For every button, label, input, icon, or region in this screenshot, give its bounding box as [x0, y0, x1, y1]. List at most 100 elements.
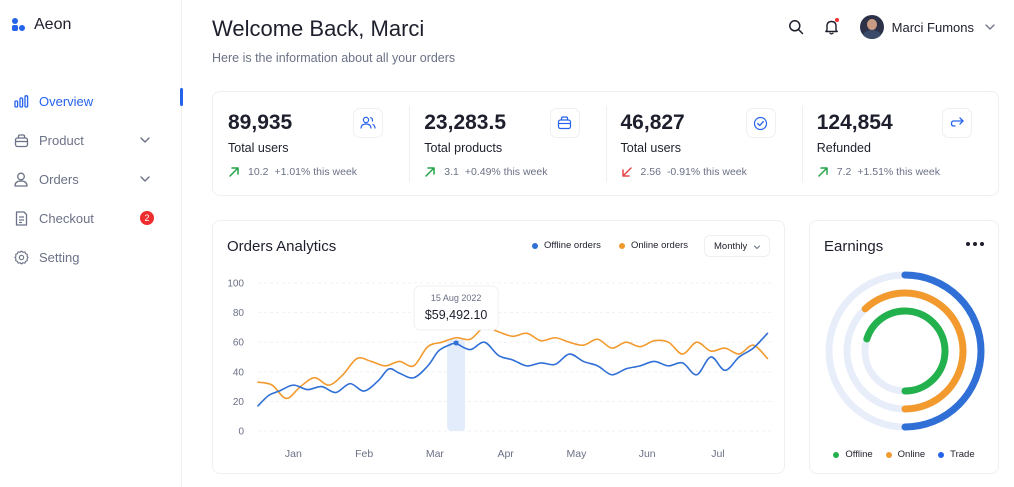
stat-total-users-2: 46,827 Total users 2.56 -0.91% this week [605, 92, 802, 195]
stat-refunded: 124,854 Refunded 7.2 +1.51% this week [801, 92, 998, 195]
earnings-title: Earnings [824, 238, 884, 255]
sidebar-item-label: Checkout [39, 211, 94, 226]
stat-total-users: 89,935 Total users 10.2 +1.01% this week [213, 92, 409, 195]
sidebar-item-label: Product [39, 133, 84, 148]
y-tick-label: 0 [238, 427, 244, 438]
legend-label: Online orders [631, 240, 689, 251]
trend-number: 2.56 [640, 166, 661, 178]
stat-value: 89,935 [228, 111, 293, 134]
stat-label: Total products [424, 141, 503, 155]
online-orders-line [257, 326, 769, 400]
receipt-icon [13, 211, 29, 227]
header-actions: Marci Fumons [782, 13, 996, 41]
chevron-down-icon [140, 137, 150, 143]
legend-dot [885, 451, 892, 458]
sidebar-item-label: Overview [39, 94, 94, 109]
legend-online: Online [885, 449, 926, 460]
x-tick-label: Apr [497, 448, 514, 460]
more-options-icon[interactable] [966, 237, 984, 251]
analytics-title: Orders Analytics [227, 238, 337, 255]
stat-trend: 2.56 -0.91% this week [621, 166, 802, 178]
trend-number: 7.2 [836, 166, 852, 178]
legend-label: Trade [950, 449, 975, 460]
offline-orders-line [257, 332, 769, 407]
ring-offline [861, 307, 949, 395]
search-button[interactable] [782, 13, 810, 41]
legend-online: Online orders [619, 240, 688, 251]
trend-number: 10.2 [248, 166, 269, 178]
legend-label: Offline orders [544, 240, 601, 251]
legend-dot [938, 451, 945, 458]
stat-value: 23,283.5 [424, 111, 506, 134]
y-tick-label: 60 [233, 338, 245, 349]
arrow-up-right-icon [229, 167, 239, 177]
x-tick-label: Jul [711, 448, 724, 460]
chevron-down-icon [140, 176, 150, 182]
chevron-down-icon[interactable] [984, 21, 996, 33]
stat-value: 124,854 [816, 111, 893, 134]
hover-point [453, 340, 459, 346]
stat-trend: 7.2 +1.51% this week [817, 166, 998, 178]
sidebar-item-label: Setting [39, 250, 80, 265]
legend-dot [619, 242, 625, 249]
legend-dot [532, 242, 538, 249]
x-tick-label: May [566, 448, 587, 460]
sidebar-nav: Overview Product Orders Checkout 2 [0, 82, 183, 277]
legend-label: Offline [845, 449, 873, 460]
ring-trade [825, 271, 985, 431]
user-name[interactable]: Marci Fumons [891, 19, 974, 35]
period-select[interactable]: Monthly [704, 235, 770, 257]
search-icon [788, 20, 803, 35]
sidebar-item-setting[interactable]: Setting [0, 238, 182, 277]
hover-band [447, 339, 466, 431]
stat-trend: 10.2 +1.01% this week [228, 166, 409, 178]
legend-label: Online [897, 449, 926, 460]
x-tick-label: Jun [639, 448, 656, 460]
avatar[interactable] [859, 15, 884, 39]
sidebar: Aeon Overview Product Orders [0, 0, 183, 487]
trend-text: +1.01% this week [274, 166, 358, 178]
users-icon [353, 108, 384, 138]
stat-label: Refunded [816, 141, 871, 155]
earnings-legend: Offline Online Trade [810, 449, 998, 460]
sidebar-item-product[interactable]: Product [0, 121, 182, 160]
tooltip-date: 15 Aug 2022 [431, 293, 482, 303]
y-tick-label: 40 [233, 367, 245, 378]
trend-text: +0.49% this week [464, 166, 548, 178]
checkout-count-badge: 2 [140, 211, 154, 225]
gear-icon [13, 250, 29, 266]
bell-icon [825, 20, 839, 35]
notifications-button[interactable] [818, 13, 846, 41]
legend-trade: Trade [938, 449, 975, 460]
ring-online [843, 289, 967, 413]
arrow-down-left-icon [621, 167, 632, 177]
period-value: Monthly [714, 240, 748, 252]
tooltip-value: $59,492.10 [425, 308, 488, 322]
trend-text: -0.91% this week [666, 166, 747, 178]
chart-bars-icon [13, 94, 29, 110]
legend-dot [833, 451, 840, 458]
sidebar-item-overview[interactable]: Overview [0, 82, 183, 121]
x-tick-label: Feb [355, 448, 373, 460]
box-icon [13, 133, 29, 149]
trend-number: 3.1 [444, 166, 459, 178]
stat-value: 46,827 [620, 111, 685, 134]
legend-offline: Offline [833, 449, 873, 460]
x-tick-label: Jan [285, 448, 302, 460]
brand[interactable]: Aeon [12, 16, 71, 34]
logo-icon [12, 18, 26, 32]
stat-total-products: 23,283.5 Total products 3.1 +0.49% this … [409, 92, 605, 195]
arrow-up-right-icon [425, 167, 435, 177]
legend-offline: Offline orders [532, 240, 601, 251]
y-tick-label: 80 [233, 308, 245, 319]
user-icon [13, 172, 29, 188]
tooltip-box [413, 285, 499, 331]
chevron-down-icon [753, 245, 761, 250]
sidebar-item-checkout[interactable]: Checkout 2 [0, 199, 182, 238]
stat-trend: 3.1 +0.49% this week [424, 166, 605, 178]
orders-line-chart: 0 20 40 60 80 100 Jan Feb Mar Apr May Jun Jul 15 Aug … [227, 279, 771, 460]
notification-dot [834, 18, 839, 22]
stats-card: 89,935 Total users 10.2 +1.01% this week… [212, 91, 999, 196]
sidebar-item-orders[interactable]: Orders [0, 160, 182, 199]
stat-label: Total users [228, 141, 289, 155]
